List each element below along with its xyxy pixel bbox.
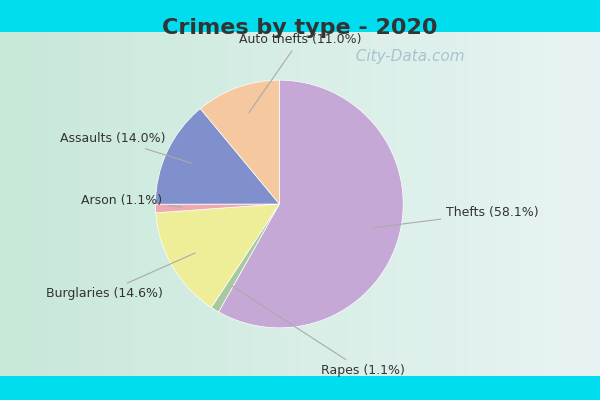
Text: Burglaries (14.6%): Burglaries (14.6%): [46, 253, 195, 300]
Text: Arson (1.1%): Arson (1.1%): [81, 194, 182, 207]
Wedge shape: [200, 80, 280, 204]
Wedge shape: [155, 109, 280, 204]
Text: Thefts (58.1%): Thefts (58.1%): [374, 206, 539, 228]
Wedge shape: [155, 204, 280, 213]
Wedge shape: [211, 204, 280, 312]
Text: Rapes (1.1%): Rapes (1.1%): [232, 286, 404, 377]
Text: Crimes by type - 2020: Crimes by type - 2020: [162, 18, 438, 38]
Wedge shape: [156, 204, 280, 308]
Text: Auto thefts (11.0%): Auto thefts (11.0%): [239, 33, 361, 113]
Text: Assaults (14.0%): Assaults (14.0%): [61, 132, 191, 163]
Wedge shape: [218, 80, 403, 328]
Text: City-Data.com: City-Data.com: [346, 49, 465, 64]
